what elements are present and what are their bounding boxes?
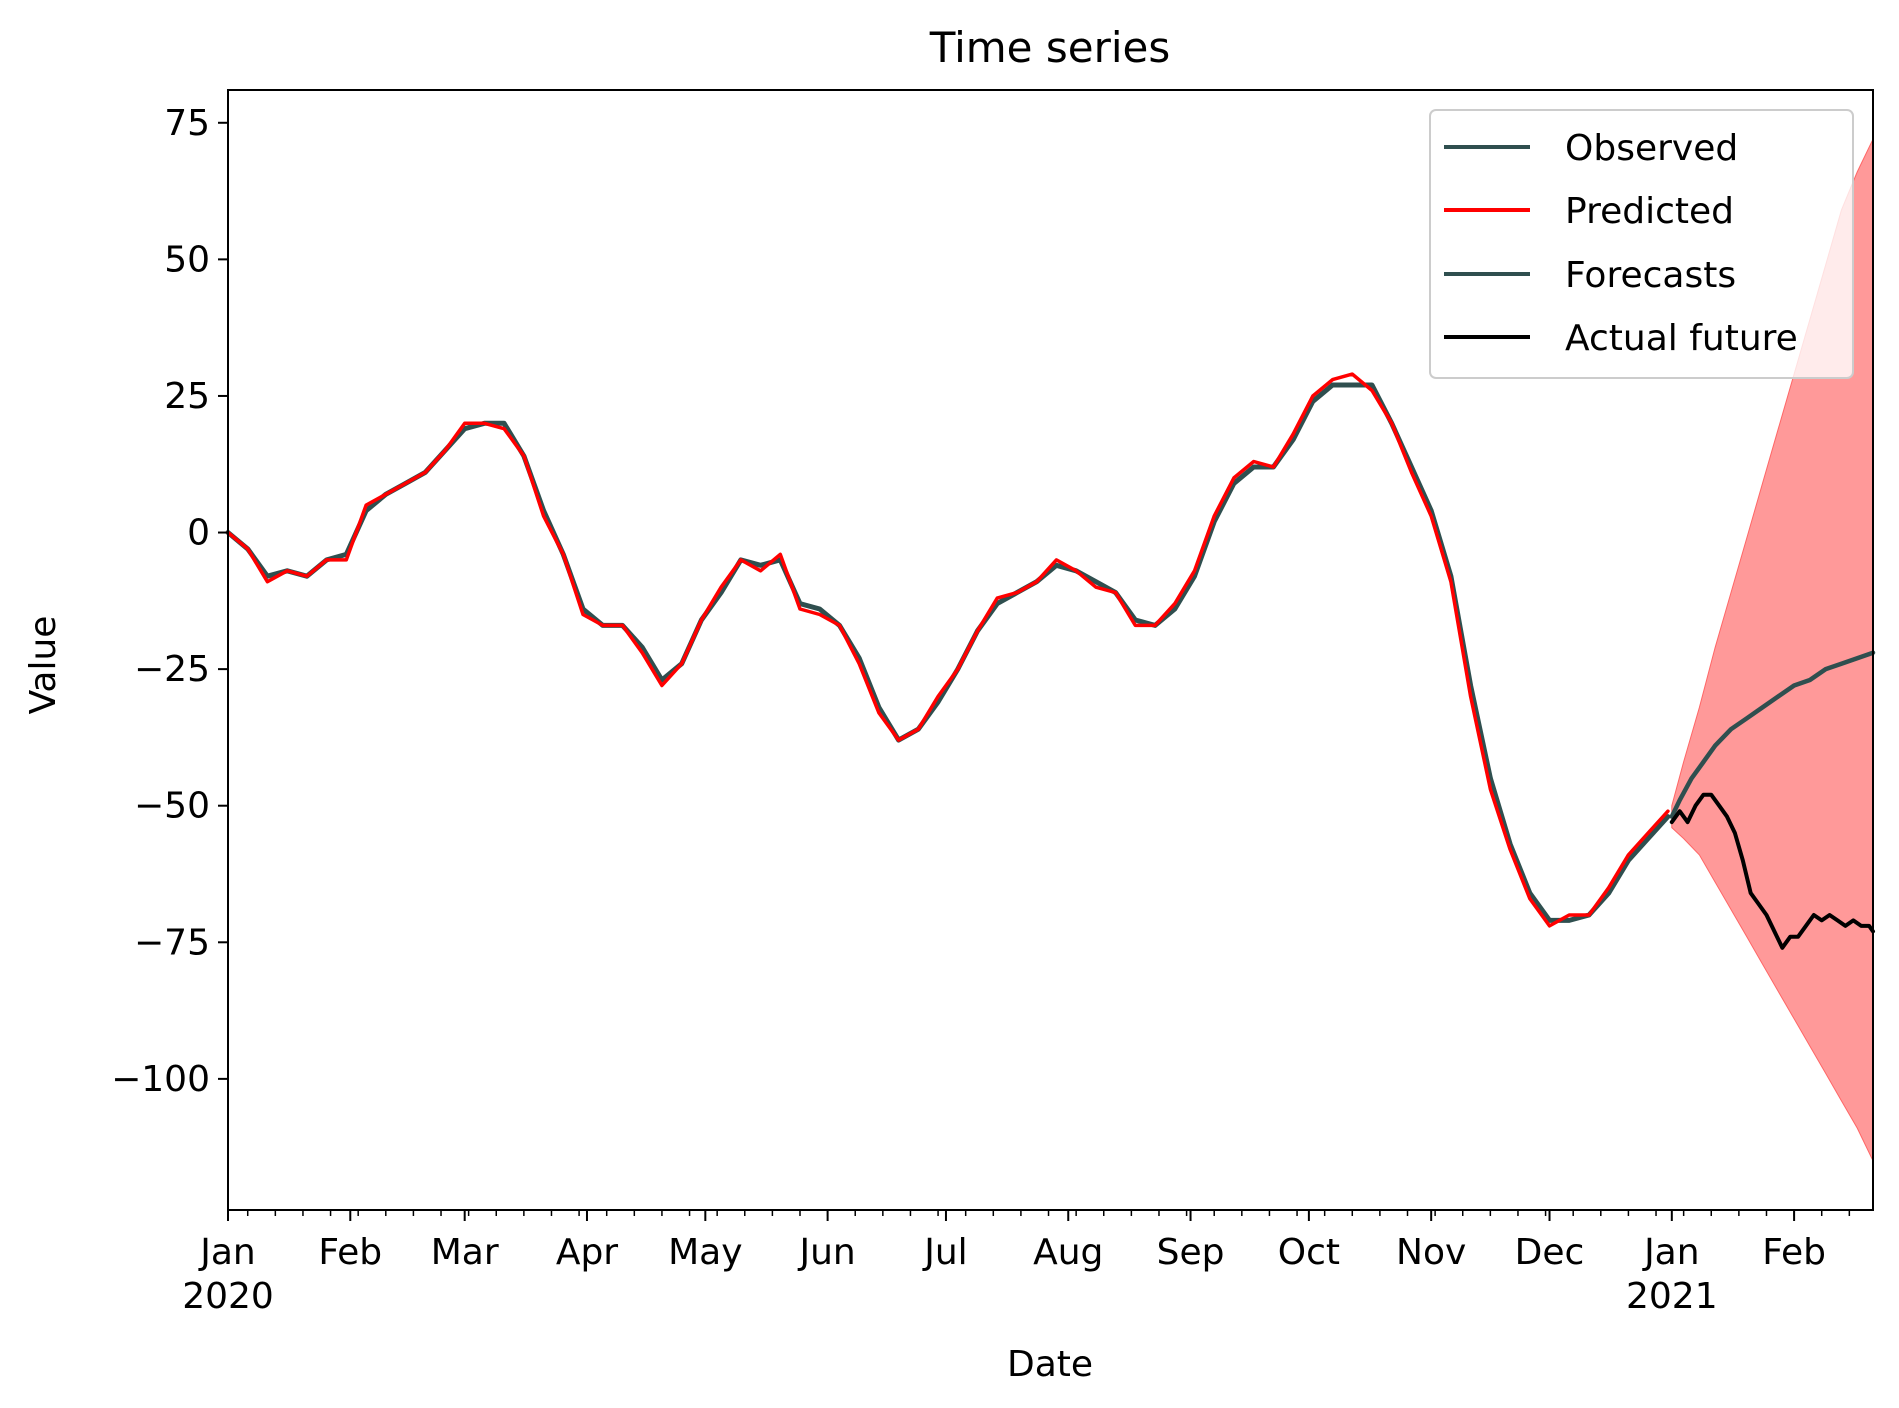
legend-label-actual-future: Actual future bbox=[1565, 318, 1798, 359]
series-line-observed bbox=[225, 382, 1671, 923]
y-tick-label: −75 bbox=[134, 922, 210, 963]
legend-label-predicted: Predicted bbox=[1565, 191, 1734, 232]
x-tick-year-label: 2021 bbox=[1626, 1276, 1718, 1317]
legend: Observed Predicted Forecasts Actual futu… bbox=[1429, 109, 1854, 379]
legend-box bbox=[1429, 109, 1854, 379]
series-line-forecasts bbox=[1669, 650, 1876, 819]
plot-area bbox=[225, 138, 1876, 1162]
x-tick-label: Jan bbox=[198, 1232, 256, 1273]
x-tick-label: Feb bbox=[318, 1232, 382, 1273]
y-tick-label: −100 bbox=[111, 1059, 210, 1100]
y-axis: 75 50 25 0 −25 −50 −75 −100 bbox=[111, 103, 228, 1100]
legend-label-forecasts: Forecasts bbox=[1565, 255, 1736, 296]
y-tick-label: 50 bbox=[164, 239, 210, 280]
series-line-predicted bbox=[226, 372, 1670, 928]
plot-frame bbox=[227, 89, 1874, 1211]
x-tick-label: Jan bbox=[1642, 1232, 1700, 1273]
x-tick-label: May bbox=[668, 1232, 742, 1273]
x-tick-label: Dec bbox=[1515, 1232, 1585, 1273]
y-tick-label: 75 bbox=[164, 103, 210, 144]
x-tick-label: Feb bbox=[1762, 1232, 1826, 1273]
series-layer bbox=[225, 372, 1876, 950]
y-tick-label: 25 bbox=[164, 376, 210, 417]
y-tick-label: 0 bbox=[187, 513, 210, 554]
x-tick-label: Jun bbox=[797, 1232, 855, 1273]
y-axis-label: Value bbox=[23, 616, 64, 715]
x-tick-year-label: 2020 bbox=[182, 1276, 274, 1317]
y-tick-label: −50 bbox=[134, 786, 210, 827]
x-tick-label: Nov bbox=[1396, 1232, 1466, 1273]
x-tick-label: Oct bbox=[1278, 1232, 1340, 1273]
x-tick-label: Aug bbox=[1033, 1232, 1103, 1273]
x-tick-label: Apr bbox=[556, 1232, 618, 1273]
legend-label-observed: Observed bbox=[1565, 128, 1738, 169]
x-axis-label: Date bbox=[1007, 1344, 1093, 1385]
x-tick-label: Sep bbox=[1157, 1232, 1225, 1273]
series-line-actual-future bbox=[1669, 792, 1875, 950]
chart-title: Time series bbox=[929, 23, 1171, 72]
y-tick-label: −25 bbox=[134, 649, 210, 690]
x-tick-label: Mar bbox=[431, 1232, 499, 1273]
x-tick-label: Jul bbox=[922, 1232, 967, 1273]
